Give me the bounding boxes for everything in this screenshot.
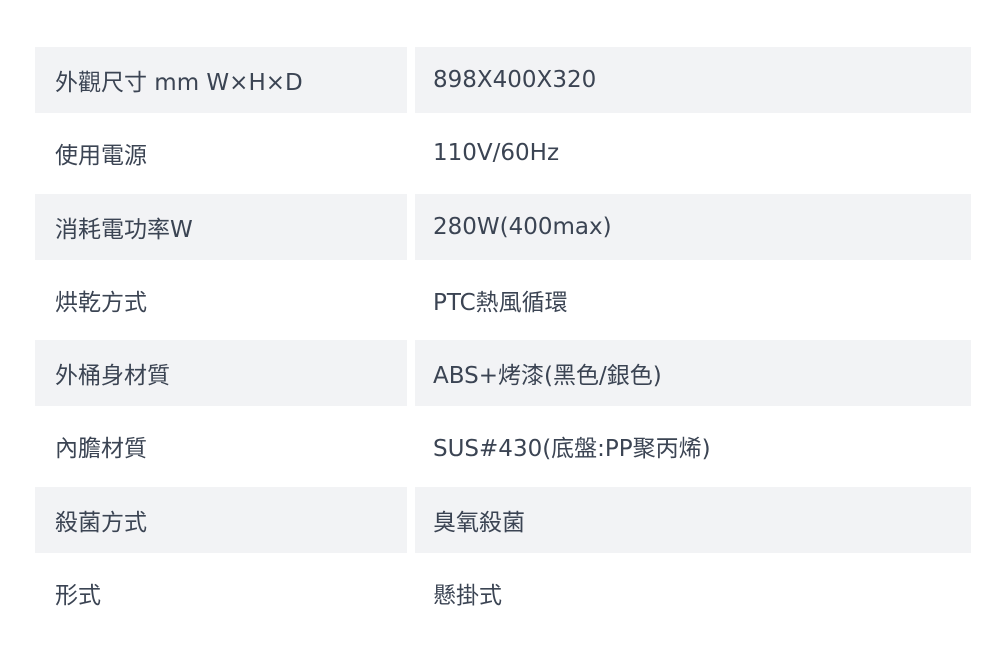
spec-label: 內膽材質 [55,436,147,463]
spec-value: PTC熱風循環 [433,289,568,316]
spec-label: 形式 [55,583,101,610]
spec-row: 使用電源 110V/60Hz [35,120,971,186]
spec-row: 形式 懸掛式 [35,560,971,626]
spec-table: 外觀尺寸 mm W×H×D 898X400X320 使用電源 110V/60Hz… [35,47,971,633]
spec-row: 內膽材質 SUS#430(底盤:PP聚丙烯) [35,413,971,479]
spec-label: 烘乾方式 [55,289,147,316]
spec-value: 懸掛式 [433,583,502,610]
spec-value: 110V/60Hz [433,140,560,167]
spec-label: 使用電源 [55,143,147,170]
spec-label: 消耗電功率W [35,193,407,260]
spec-row: 殺菌方式 臭氧殺菌 [35,486,971,553]
spec-row: 外桶身材質 ABS+烤漆(黑色/銀色) [35,340,971,407]
spec-value: 280W(400max) [415,193,971,260]
spec-value: ABS+烤漆(黑色/銀色) [415,340,971,407]
spec-row: 外觀尺寸 mm W×H×D 898X400X320 [35,47,971,113]
spec-label: 殺菌方式 [35,486,407,553]
spec-row: 烘乾方式 PTC熱風循環 [35,267,971,333]
spec-label: 外觀尺寸 mm W×H×D [35,47,407,113]
spec-row: 消耗電功率W 280W(400max) [35,193,971,260]
spec-value: SUS#430(底盤:PP聚丙烯) [433,436,711,463]
spec-value: 臭氧殺菌 [415,486,971,553]
spec-label: 外桶身材質 [35,340,407,407]
spec-value: 898X400X320 [415,47,971,113]
